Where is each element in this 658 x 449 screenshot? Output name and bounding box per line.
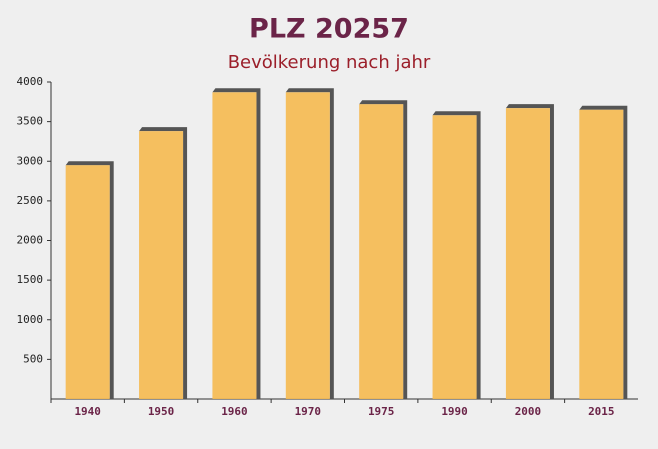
bar: [285, 92, 330, 400]
chart-subtitle: Bevölkerung nach jahr: [228, 52, 431, 73]
y-tick-label: 1000: [17, 313, 44, 326]
bar: [579, 109, 624, 400]
chart-title: PLZ 20257: [249, 14, 409, 45]
x-tick-label: 1975: [368, 405, 395, 418]
bar: [359, 104, 404, 399]
bar: [212, 92, 257, 400]
x-tick-label: 1970: [295, 405, 322, 418]
x-tick-label: 1950: [148, 405, 175, 418]
x-tick-label: 1940: [74, 405, 101, 418]
y-tick-label: 2500: [17, 194, 44, 207]
x-tick-label: 2000: [515, 405, 542, 418]
x-tick-label: 1960: [221, 405, 248, 418]
y-tick-label: 500: [23, 352, 43, 365]
bar: [65, 165, 110, 399]
y-tick-label: 3000: [17, 154, 44, 167]
y-tick-label: 3500: [17, 115, 44, 128]
x-tick-label: 1990: [441, 405, 468, 418]
y-tick-label: 4000: [17, 75, 44, 88]
bar: [432, 115, 477, 399]
bar: [139, 131, 184, 399]
x-tick-label: 2015: [588, 405, 615, 418]
y-tick-label: 1500: [17, 273, 44, 286]
y-tick-label: 2000: [17, 234, 44, 247]
bar: [505, 108, 550, 399]
